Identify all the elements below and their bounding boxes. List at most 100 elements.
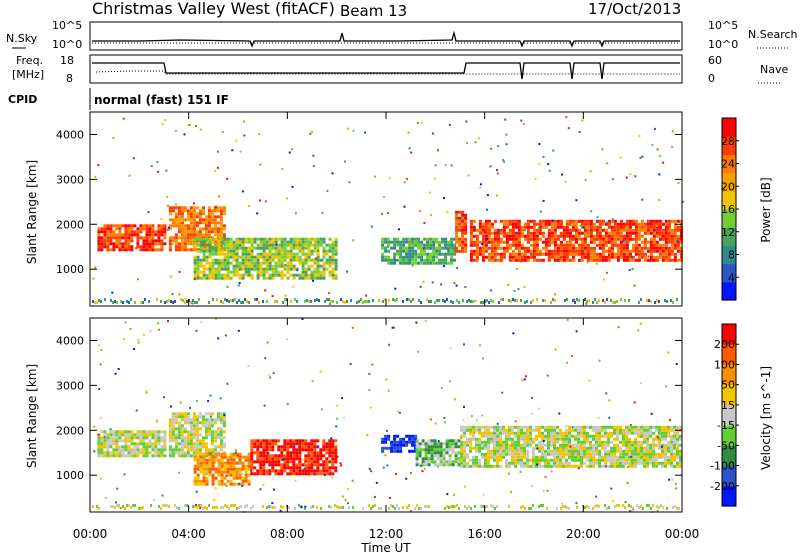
velocity-cell xyxy=(451,442,455,446)
velocity-cell xyxy=(229,461,233,465)
power-cell xyxy=(514,219,518,223)
velocity-cell xyxy=(247,452,251,456)
power-cell xyxy=(139,248,143,252)
velocity-cell xyxy=(392,326,395,329)
power-cell xyxy=(625,228,629,232)
power-cell xyxy=(571,237,575,241)
power-cell xyxy=(517,240,521,244)
velocity-cell xyxy=(381,440,385,444)
power-cell xyxy=(217,258,221,262)
velocity-cell xyxy=(145,391,148,394)
velocity-cell xyxy=(562,452,565,456)
velocity-cell xyxy=(634,449,637,453)
velocity-cell xyxy=(286,448,290,452)
power-cell xyxy=(434,301,436,304)
power-cell xyxy=(289,258,293,262)
velocity-cell xyxy=(476,419,478,422)
power-cell xyxy=(283,252,287,256)
velocity-cell xyxy=(481,464,484,468)
velocity-cell xyxy=(100,448,104,452)
velocity-cell xyxy=(268,445,272,449)
power-cell xyxy=(115,245,119,249)
velocity-cell xyxy=(195,442,199,446)
velocity-cell xyxy=(571,434,574,438)
power-cell xyxy=(142,236,146,240)
velocity-cell xyxy=(133,445,137,449)
velocity-cell xyxy=(532,458,535,462)
power-cell xyxy=(646,231,650,235)
power-cell xyxy=(193,267,197,271)
velocity-cell xyxy=(142,436,146,440)
velocity-cell xyxy=(640,452,643,456)
power-cell xyxy=(550,255,554,259)
power-cell xyxy=(649,231,653,235)
velocity-cell xyxy=(625,425,628,429)
power-cell xyxy=(411,246,415,250)
power-cell xyxy=(499,246,503,250)
velocity-cell xyxy=(640,458,643,462)
velocity-cell xyxy=(310,442,314,446)
power-cell xyxy=(289,255,293,259)
power-cell xyxy=(244,264,248,268)
power-cell xyxy=(208,261,212,265)
velocity-cell xyxy=(304,460,308,464)
power-cell xyxy=(559,240,563,244)
velocity-cell xyxy=(661,443,664,447)
velocity-cell xyxy=(399,446,403,450)
power-cell xyxy=(189,227,193,231)
velocity-cell xyxy=(538,446,541,450)
power-cell xyxy=(259,243,263,247)
power-cell xyxy=(241,243,245,247)
velocity-cell xyxy=(577,437,580,441)
power-cell xyxy=(177,209,181,213)
velocity-cell xyxy=(295,472,299,476)
power-cell xyxy=(140,301,142,304)
velocity-cell xyxy=(592,437,595,441)
velocity-cell xyxy=(238,455,242,459)
power-cell xyxy=(207,224,211,228)
power-cell xyxy=(239,150,242,153)
velocity-cell xyxy=(580,440,583,444)
power-cell xyxy=(307,276,311,280)
power-cell xyxy=(124,242,128,246)
velocity-cell xyxy=(469,464,472,468)
velocity-cell xyxy=(177,451,181,455)
velocity-cell xyxy=(580,428,583,432)
power-cell xyxy=(316,273,320,277)
power-cell xyxy=(670,231,674,235)
power-cell xyxy=(222,301,224,304)
velocity-cell xyxy=(469,440,472,444)
power-cell xyxy=(484,240,488,244)
power-cell xyxy=(458,237,462,241)
velocity-cell xyxy=(118,451,122,455)
power-cell xyxy=(145,230,149,234)
velocity-cell xyxy=(241,464,245,468)
power-cell xyxy=(244,273,248,277)
power-cell xyxy=(547,163,550,166)
velocity-cell xyxy=(544,449,547,453)
velocity-cell xyxy=(292,451,296,455)
velocity-cell xyxy=(390,440,394,444)
velocity-cell xyxy=(124,442,128,446)
power-cell xyxy=(319,237,323,241)
power-cell xyxy=(523,258,527,262)
power-cell xyxy=(202,276,206,280)
power-cell xyxy=(283,258,287,262)
velocity-cell xyxy=(130,506,132,509)
power-cell xyxy=(244,237,248,241)
power-cell xyxy=(286,264,290,268)
power-cell xyxy=(468,299,470,302)
power-cell xyxy=(319,276,323,280)
power-cell xyxy=(408,258,412,262)
velocity-cell xyxy=(195,504,198,506)
power-cell xyxy=(577,231,581,235)
power-cell xyxy=(592,237,596,241)
power-cell xyxy=(177,206,181,210)
velocity-cell xyxy=(265,460,269,464)
power-cell xyxy=(517,258,521,262)
velocity-cell xyxy=(286,442,290,446)
velocity-cell xyxy=(529,437,532,441)
power-cell xyxy=(280,255,284,259)
velocity-cell xyxy=(586,437,589,441)
velocity-cell xyxy=(494,507,496,510)
